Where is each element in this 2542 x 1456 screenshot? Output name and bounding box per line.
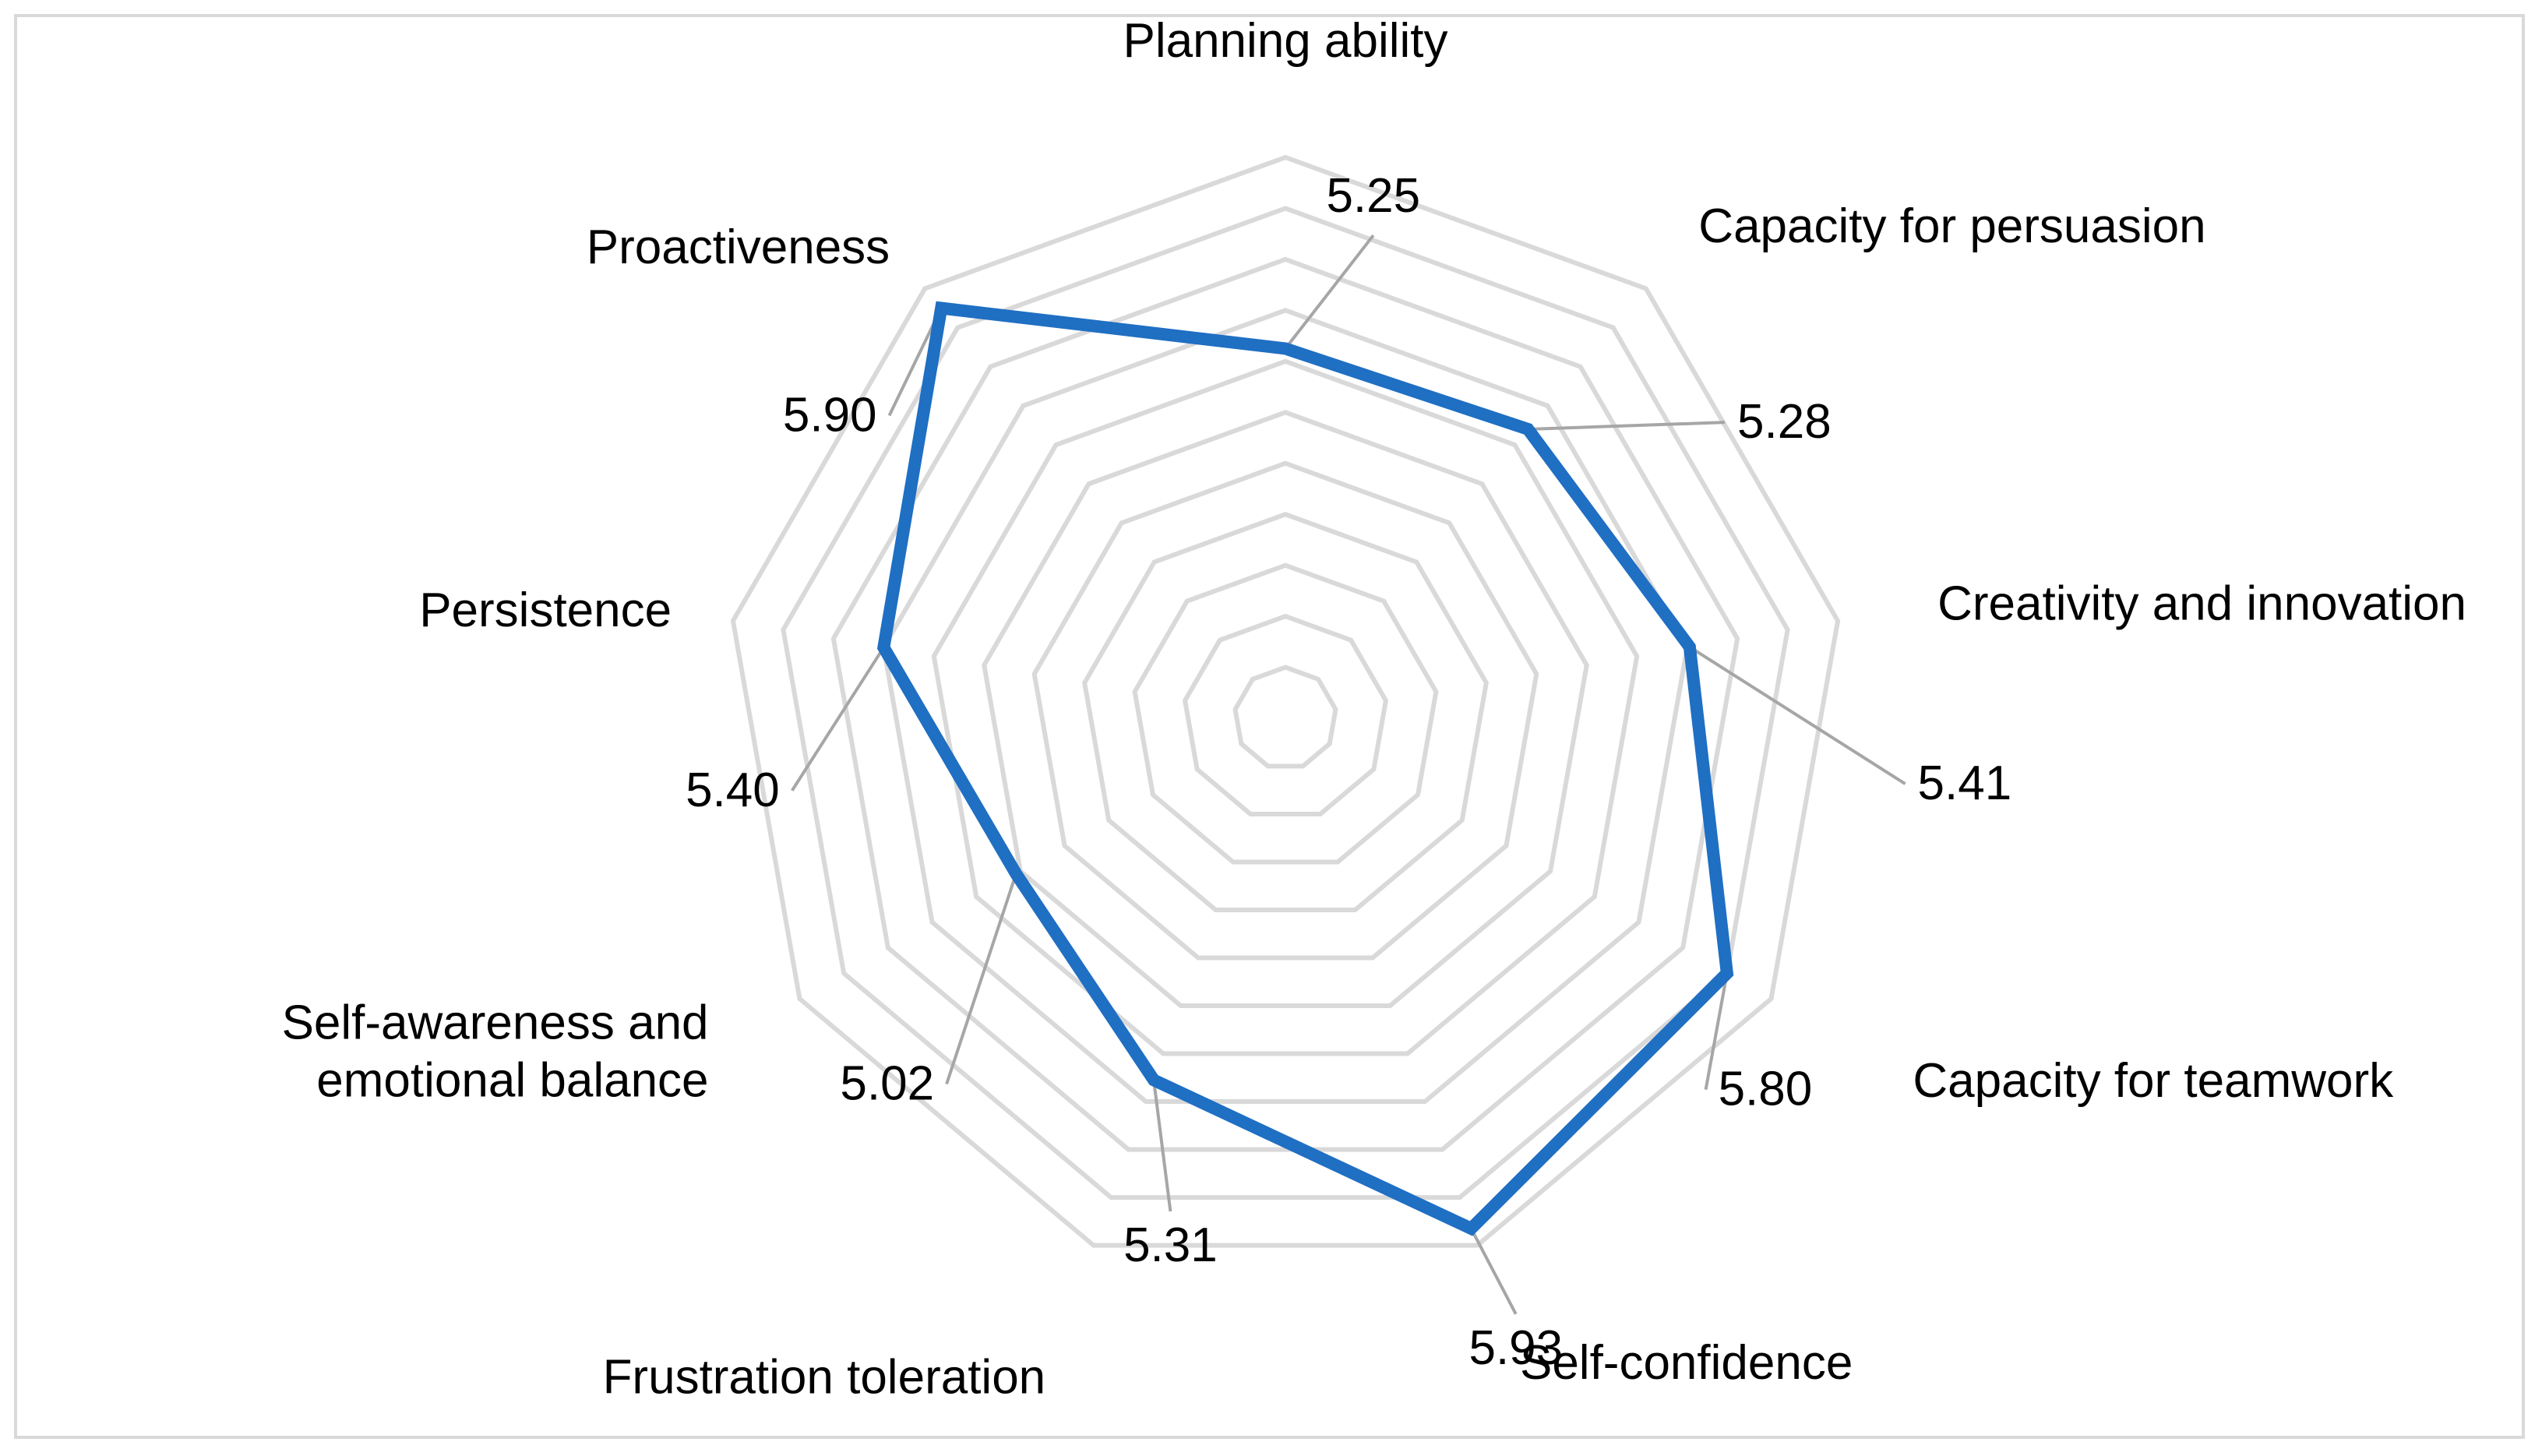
grid-ring [1082,511,1489,913]
data-label: 5.25 [1326,169,1420,223]
data-label: 5.28 [1737,395,1832,449]
data-label-leader [945,873,1018,1085]
leader-layer [791,234,1906,1315]
data-label-leader [1704,972,1729,1091]
data-label: 5.02 [840,1057,934,1111]
category-label: Capacity for persuasion [1698,199,2205,253]
category-label: Self-awareness and emotional balance [282,996,709,1108]
category-label: Creativity and innovation [1937,576,2466,630]
series-layer [876,301,1734,1236]
grid-ring [982,410,1589,1009]
category-label: Planning ability [1123,14,1447,68]
grid-ring [1031,460,1539,961]
data-label: 5.93 [1468,1321,1563,1375]
chart-frame [14,14,2525,1439]
data-label: 5.31 [1123,1218,1218,1272]
category-label: Frustration toleration [603,1351,1046,1405]
grid-ring [1182,613,1389,817]
data-label-leader [1688,645,1906,785]
data-label-leader [791,646,886,791]
data-label: 5.40 [686,763,780,817]
data-label: 5.41 [1918,756,2012,810]
grid-ring [1132,562,1439,865]
grid-ring [931,358,1640,1056]
grid-ring [881,308,1690,1105]
category-label: Proactiveness [587,220,890,274]
category-label: Persistence [419,583,672,637]
category-label: Self-confidence [1520,1336,1853,1390]
grid-ring [781,206,1790,1200]
data-label: 5.90 [783,388,877,442]
data-label-leader [1151,1080,1172,1212]
category-label: Capacity for teamwork [1913,1054,2394,1108]
grid-ring [730,154,1841,1248]
series-line [876,301,1734,1236]
data-label-leader [1284,234,1375,350]
label-layer: Planning ability Capacity for persuasion C… [282,14,2466,1405]
grid-ring [1232,665,1338,769]
data-label-leader [1528,421,1726,431]
data-label: 5.80 [1719,1063,1813,1116]
data-label-leader [1469,1228,1518,1315]
